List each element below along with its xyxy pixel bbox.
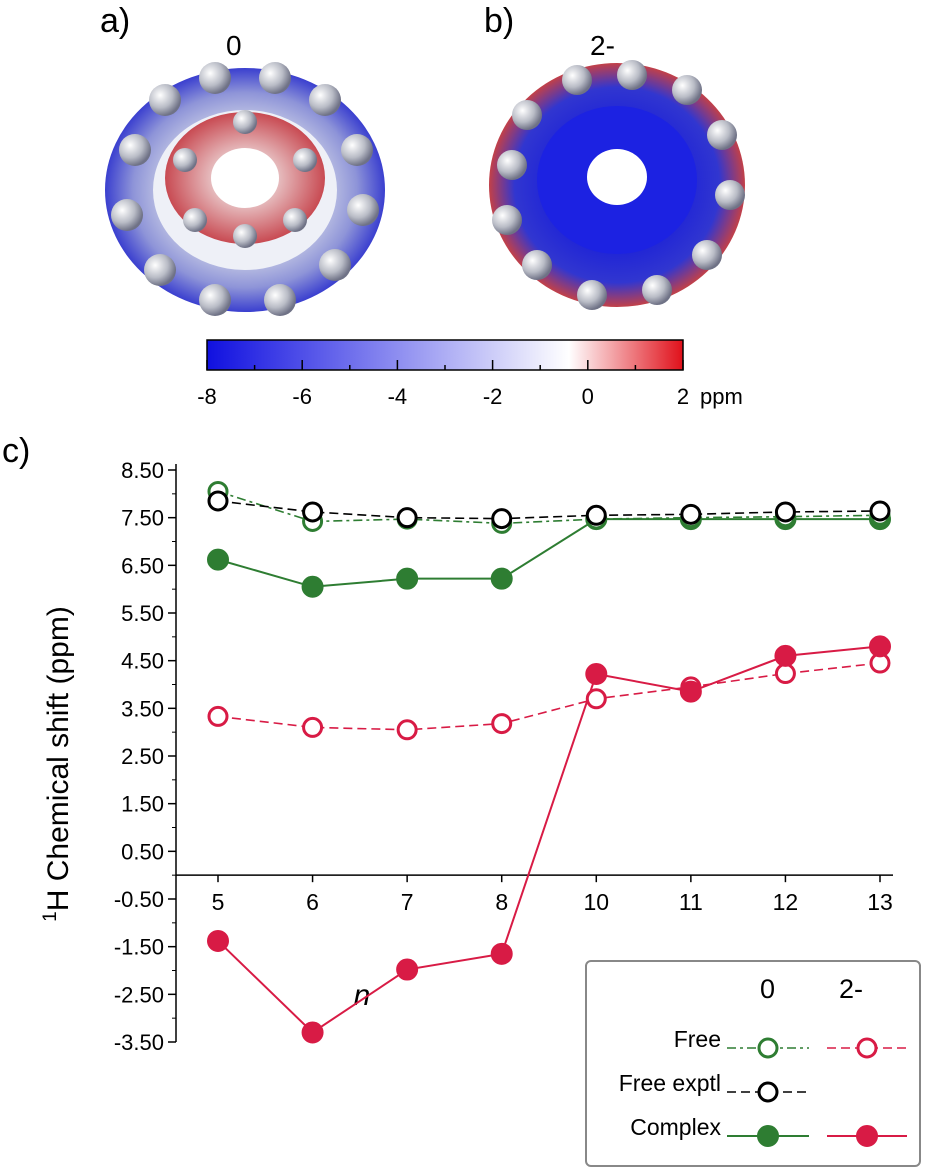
data-point-complex_2m	[490, 942, 513, 965]
legend-swatch-marker-free_2m	[856, 1037, 878, 1059]
data-point-complex_0	[396, 567, 419, 590]
colorbar	[206, 339, 684, 371]
data-point-complex_2m	[774, 644, 797, 667]
data-point-free_2m	[302, 716, 324, 738]
series-line-complex_0	[217, 518, 880, 588]
data-point-complex_2m	[301, 1021, 324, 1044]
y-tick-label: 8.50	[121, 458, 164, 483]
data-point-free_exptl_0	[207, 490, 229, 512]
y-axis-label: 1H Chemical shift (ppm)	[40, 606, 75, 922]
data-point-complex_2m	[869, 635, 891, 658]
data-point-free_exptl_0	[302, 501, 324, 523]
y-tick-label: 0.50	[121, 839, 164, 864]
x-tick-label: 13	[867, 889, 893, 915]
x-tick-label: 8	[495, 889, 508, 915]
data-point-free_2m	[207, 705, 229, 727]
panel-c-label: c)	[2, 432, 31, 470]
data-point-free_2m	[396, 719, 418, 741]
data-point-complex_0	[207, 548, 229, 571]
data-point-complex_0	[490, 567, 513, 590]
data-point-complex_2m	[679, 680, 702, 703]
molecule-neutral-image	[105, 62, 385, 316]
legend-label-free-exptl: Free exptl	[618, 1070, 721, 1096]
colorbar-tick-label: -8	[197, 384, 217, 409]
colorbar-unit: ppm	[700, 384, 743, 409]
x-tick-label: 6	[306, 889, 319, 915]
data-point-complex_2m	[396, 958, 419, 981]
x-axis-label: n	[354, 979, 371, 1012]
legend-header-0: 0	[760, 974, 776, 1004]
panel-b-label: b)	[484, 2, 515, 40]
data-point-free_exptl_0	[869, 500, 891, 522]
y-tick-label: 6.50	[121, 553, 164, 578]
molecule-dianion-image	[489, 60, 745, 310]
colorbar-tick-label: -2	[482, 384, 503, 409]
legend-label-free: Free	[673, 1026, 721, 1052]
colorbar-tick-label: -6	[292, 384, 312, 409]
x-tick-label: 11	[679, 889, 703, 915]
data-point-free_2m	[774, 663, 796, 685]
y-tick-label: 5.50	[121, 601, 164, 626]
legend-swatch-marker-free_exptl_0	[757, 1081, 779, 1103]
y-tick-label: 1.50	[121, 792, 164, 817]
data-point-free_exptl_0	[774, 501, 796, 523]
y-tick-label: -1.50	[114, 935, 164, 960]
series-line-complex_2m	[217, 645, 881, 1034]
data-point-free_exptl_0	[396, 507, 418, 529]
data-point-free_exptl_0	[585, 504, 607, 526]
data-point-complex_2m	[207, 929, 229, 952]
series-line-free_exptl_0	[217, 500, 881, 520]
panel-a-label: a)	[100, 2, 131, 40]
y-tick-label: -3.50	[114, 1030, 164, 1055]
colorbar-tick-label: 0	[581, 384, 594, 409]
y-axis-label-text: H Chemical shift (ppm)	[42, 606, 75, 911]
legend-label-complex: Complex	[630, 1114, 721, 1140]
data-point-complex_0	[301, 575, 324, 598]
chemical-shift-chart: 8.50 7.50 6.50 5.50 4.50 3.50 2.50 1.50 0.50 -0.5…	[40, 458, 893, 1055]
panel-a-state-label: 0	[226, 30, 242, 61]
y-tick-label: 2.50	[121, 744, 164, 769]
colorbar-tick-label: -4	[387, 384, 408, 409]
colorbar-tick-label: 2	[676, 384, 690, 409]
chart-legend: 0 2- Free Free exptl Complex	[585, 960, 921, 1167]
legend-swatch-marker-free_0	[757, 1037, 779, 1059]
legend-header-2-: 2-	[839, 974, 864, 1004]
x-tick-label: 12	[773, 889, 799, 915]
data-point-free_exptl_0	[680, 503, 702, 525]
x-tick-label: 5	[212, 889, 225, 915]
series-line-free_0	[217, 490, 881, 525]
y-tick-label: 3.50	[121, 696, 164, 721]
panel-b-state-label: 2-	[590, 30, 615, 61]
y-tick-label: 7.50	[121, 506, 164, 531]
data-point-complex_2m	[585, 663, 608, 686]
data-point-free_exptl_0	[491, 508, 513, 530]
legend-swatch-marker-complex_2m	[856, 1125, 878, 1147]
data-point-free_2m	[491, 713, 513, 735]
y-tick-label: 4.50	[121, 649, 164, 674]
data-point-free_2m	[585, 688, 607, 710]
x-tick-label: 10	[583, 889, 609, 915]
y-axis-label-superscript: 1	[40, 911, 61, 922]
x-tick-label: 7	[401, 889, 414, 915]
y-tick-label: -2.50	[114, 982, 164, 1007]
legend-swatch-marker-complex_0	[757, 1125, 779, 1147]
y-tick-label: -0.50	[114, 887, 164, 912]
